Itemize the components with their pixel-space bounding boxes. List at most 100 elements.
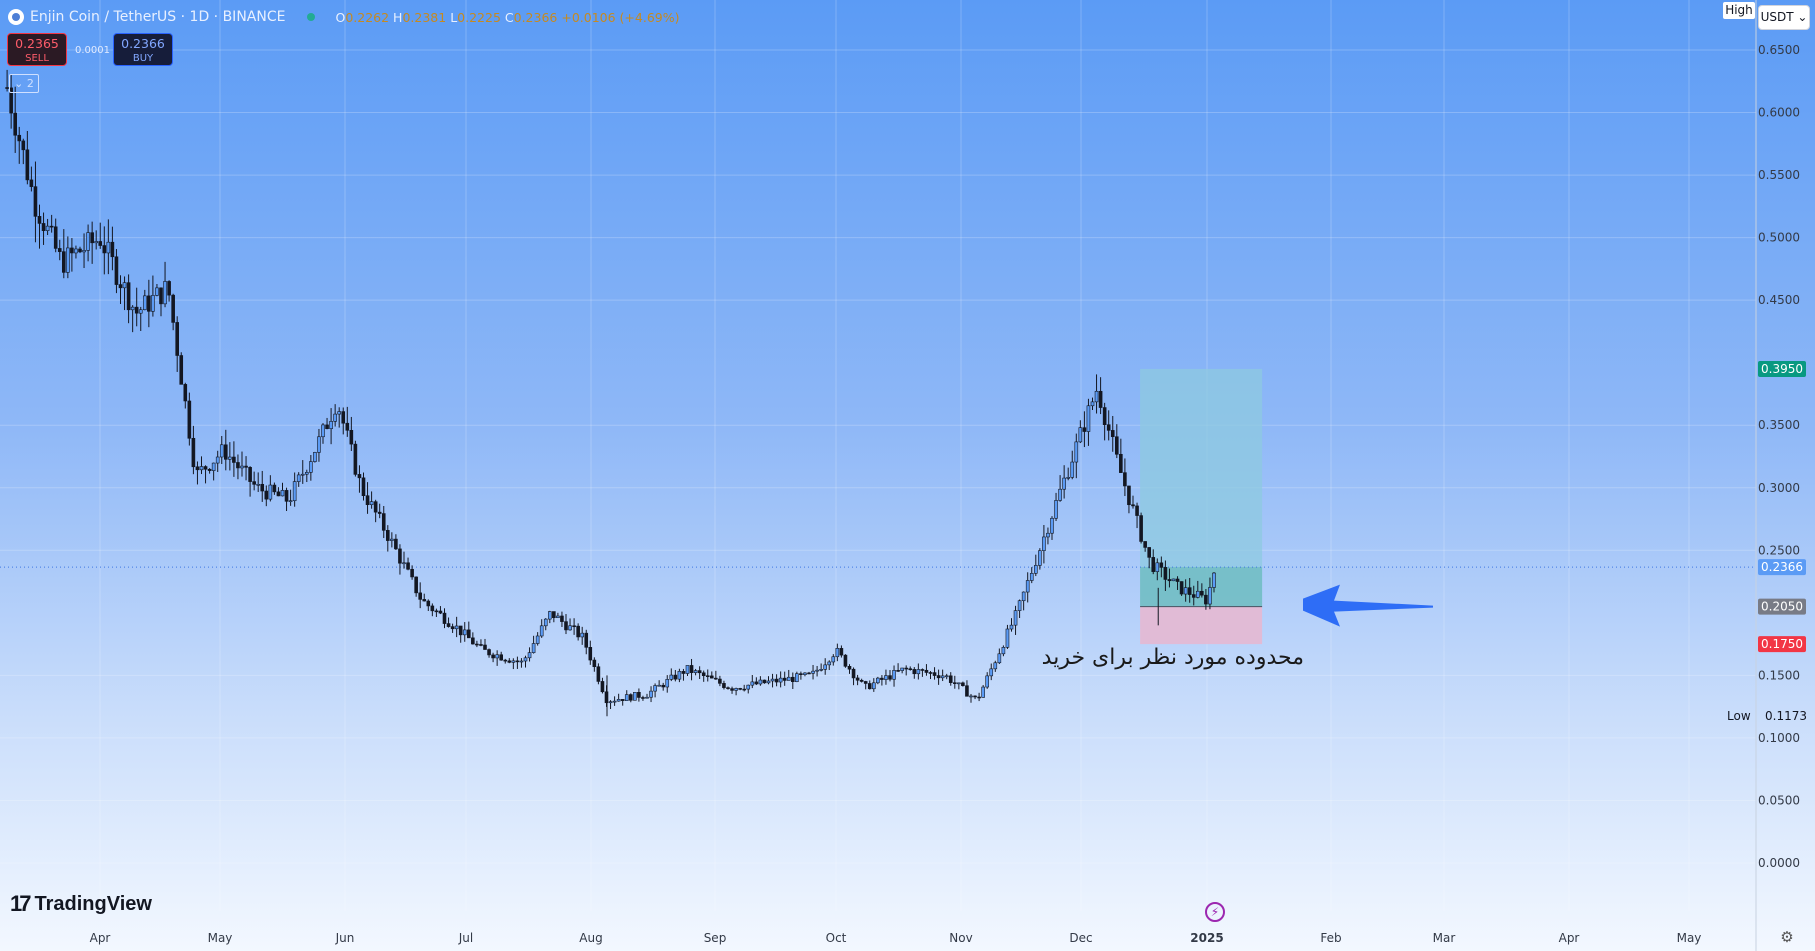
candle-body <box>466 629 471 639</box>
candle-body <box>1054 500 1058 519</box>
low-value-readout: 0.2225 <box>457 9 501 25</box>
indicators-toggle-button[interactable]: ⌄ 2 <box>9 74 39 93</box>
candle-body <box>641 697 645 699</box>
coin-logo-icon <box>8 9 24 25</box>
time-tick-label: Apr <box>90 931 111 945</box>
candle-body <box>454 625 459 630</box>
candle-body <box>1025 580 1030 593</box>
candle-body <box>527 652 532 659</box>
candle-body <box>1131 504 1135 507</box>
price-tick-label: 0.3000 <box>1758 481 1800 495</box>
candle-body <box>1163 567 1168 580</box>
market-open-status-icon <box>307 13 316 21</box>
candle-body <box>924 669 929 673</box>
candle-body <box>5 87 9 89</box>
candle-body <box>697 670 702 674</box>
candle-body <box>264 490 269 500</box>
candle-body <box>179 355 184 385</box>
candle-body <box>361 477 366 496</box>
price-tick-label: 0.5000 <box>1758 231 1800 245</box>
candle-body <box>997 653 1002 664</box>
buy-button[interactable]: 0.2366 BUY <box>113 33 173 66</box>
tradingview-mark-icon: 17 <box>10 891 32 916</box>
candle-body <box>138 309 143 314</box>
candle-body <box>859 679 864 682</box>
candle-body <box>215 456 220 464</box>
candle-body <box>122 282 127 289</box>
candle-body <box>345 422 350 431</box>
price-tick-label: 0.6500 <box>1758 43 1800 57</box>
candle-body <box>491 654 495 659</box>
candle-body <box>434 610 439 613</box>
candle-body <box>1204 594 1208 605</box>
time-tick-label: Jul <box>458 931 473 945</box>
ohlc-readout: O0.2262 H0.2381 L0.2225 C0.2366 +0.0106 … <box>335 9 680 25</box>
candle-body <box>377 511 382 514</box>
high-value: 0.2381 <box>402 9 447 25</box>
candle-body <box>1191 594 1196 598</box>
indicator-count: 2 <box>26 77 34 90</box>
candle-body <box>839 648 844 656</box>
candle-body <box>402 562 406 565</box>
candle-body <box>1212 572 1216 588</box>
buy-zone-annotation[interactable]: محدوده مورد نظر برای خرید <box>1041 645 1304 670</box>
symbol-title[interactable]: Enjin Coin / TetherUS · 1D · BINANCE <box>30 9 286 25</box>
candle-body <box>1017 600 1022 611</box>
candle-body <box>1135 505 1139 516</box>
entry-price-tag-text: 0.2050 <box>1761 600 1803 614</box>
candle-body <box>418 592 422 600</box>
candle-body <box>385 530 390 541</box>
buy-price: 0.2366 <box>121 36 165 51</box>
candle-body <box>681 671 686 674</box>
price-tick-label: 0.2500 <box>1758 543 1800 557</box>
candle-body <box>1058 488 1062 501</box>
candle-body <box>369 501 374 506</box>
candle-body <box>778 677 783 683</box>
stop-price-tag: 0.1750 <box>1758 636 1806 653</box>
candle-body <box>738 688 742 690</box>
candle-body <box>628 694 633 701</box>
candle-body <box>37 216 42 224</box>
symbol-header[interactable]: Enjin Coin / TetherUS · 1D · BINANCE O0.… <box>8 6 679 28</box>
sell-button[interactable]: 0.2365 SELL <box>7 33 67 66</box>
candle-body <box>1127 485 1131 506</box>
currency-dropdown[interactable]: USDT ⌄ <box>1758 5 1810 30</box>
candle-body <box>762 679 767 684</box>
position-zones <box>0 368 1756 645</box>
time-tick-label: Nov <box>949 931 972 945</box>
price-tick-label: 0.5500 <box>1758 168 1800 182</box>
candle-body <box>564 621 568 631</box>
candle-body <box>406 562 410 570</box>
candle-body <box>1167 579 1172 582</box>
candle-body <box>175 322 179 356</box>
candle-body <box>13 112 17 136</box>
candle-body <box>1066 477 1070 479</box>
candle-body <box>280 490 285 497</box>
gear-icon[interactable]: ⚙ <box>1780 928 1794 946</box>
candle-body <box>1038 550 1042 566</box>
high-label: High <box>1723 2 1755 19</box>
candle-body <box>734 688 738 691</box>
candle-body <box>807 672 811 675</box>
brand-name: TradingView <box>34 892 152 915</box>
candle-body <box>620 699 625 701</box>
candle-body <box>199 466 204 471</box>
candle-body <box>616 699 621 702</box>
candle-body <box>709 675 714 679</box>
tradingview-logo[interactable]: 17 TradingView <box>10 891 152 917</box>
candle-body <box>394 538 398 550</box>
price-tick-label: 0.1000 <box>1758 731 1800 745</box>
candle-body <box>414 576 418 594</box>
candle-body <box>61 251 66 273</box>
lightning-icon[interactable]: ⚡ <box>1205 902 1225 922</box>
candle-body <box>568 625 572 631</box>
candle-body <box>560 615 564 622</box>
currency-label: USDT <box>1760 10 1794 24</box>
candle-body <box>701 672 706 677</box>
candle-body <box>871 682 876 690</box>
candle-body <box>750 681 755 686</box>
candle-body <box>989 668 994 677</box>
